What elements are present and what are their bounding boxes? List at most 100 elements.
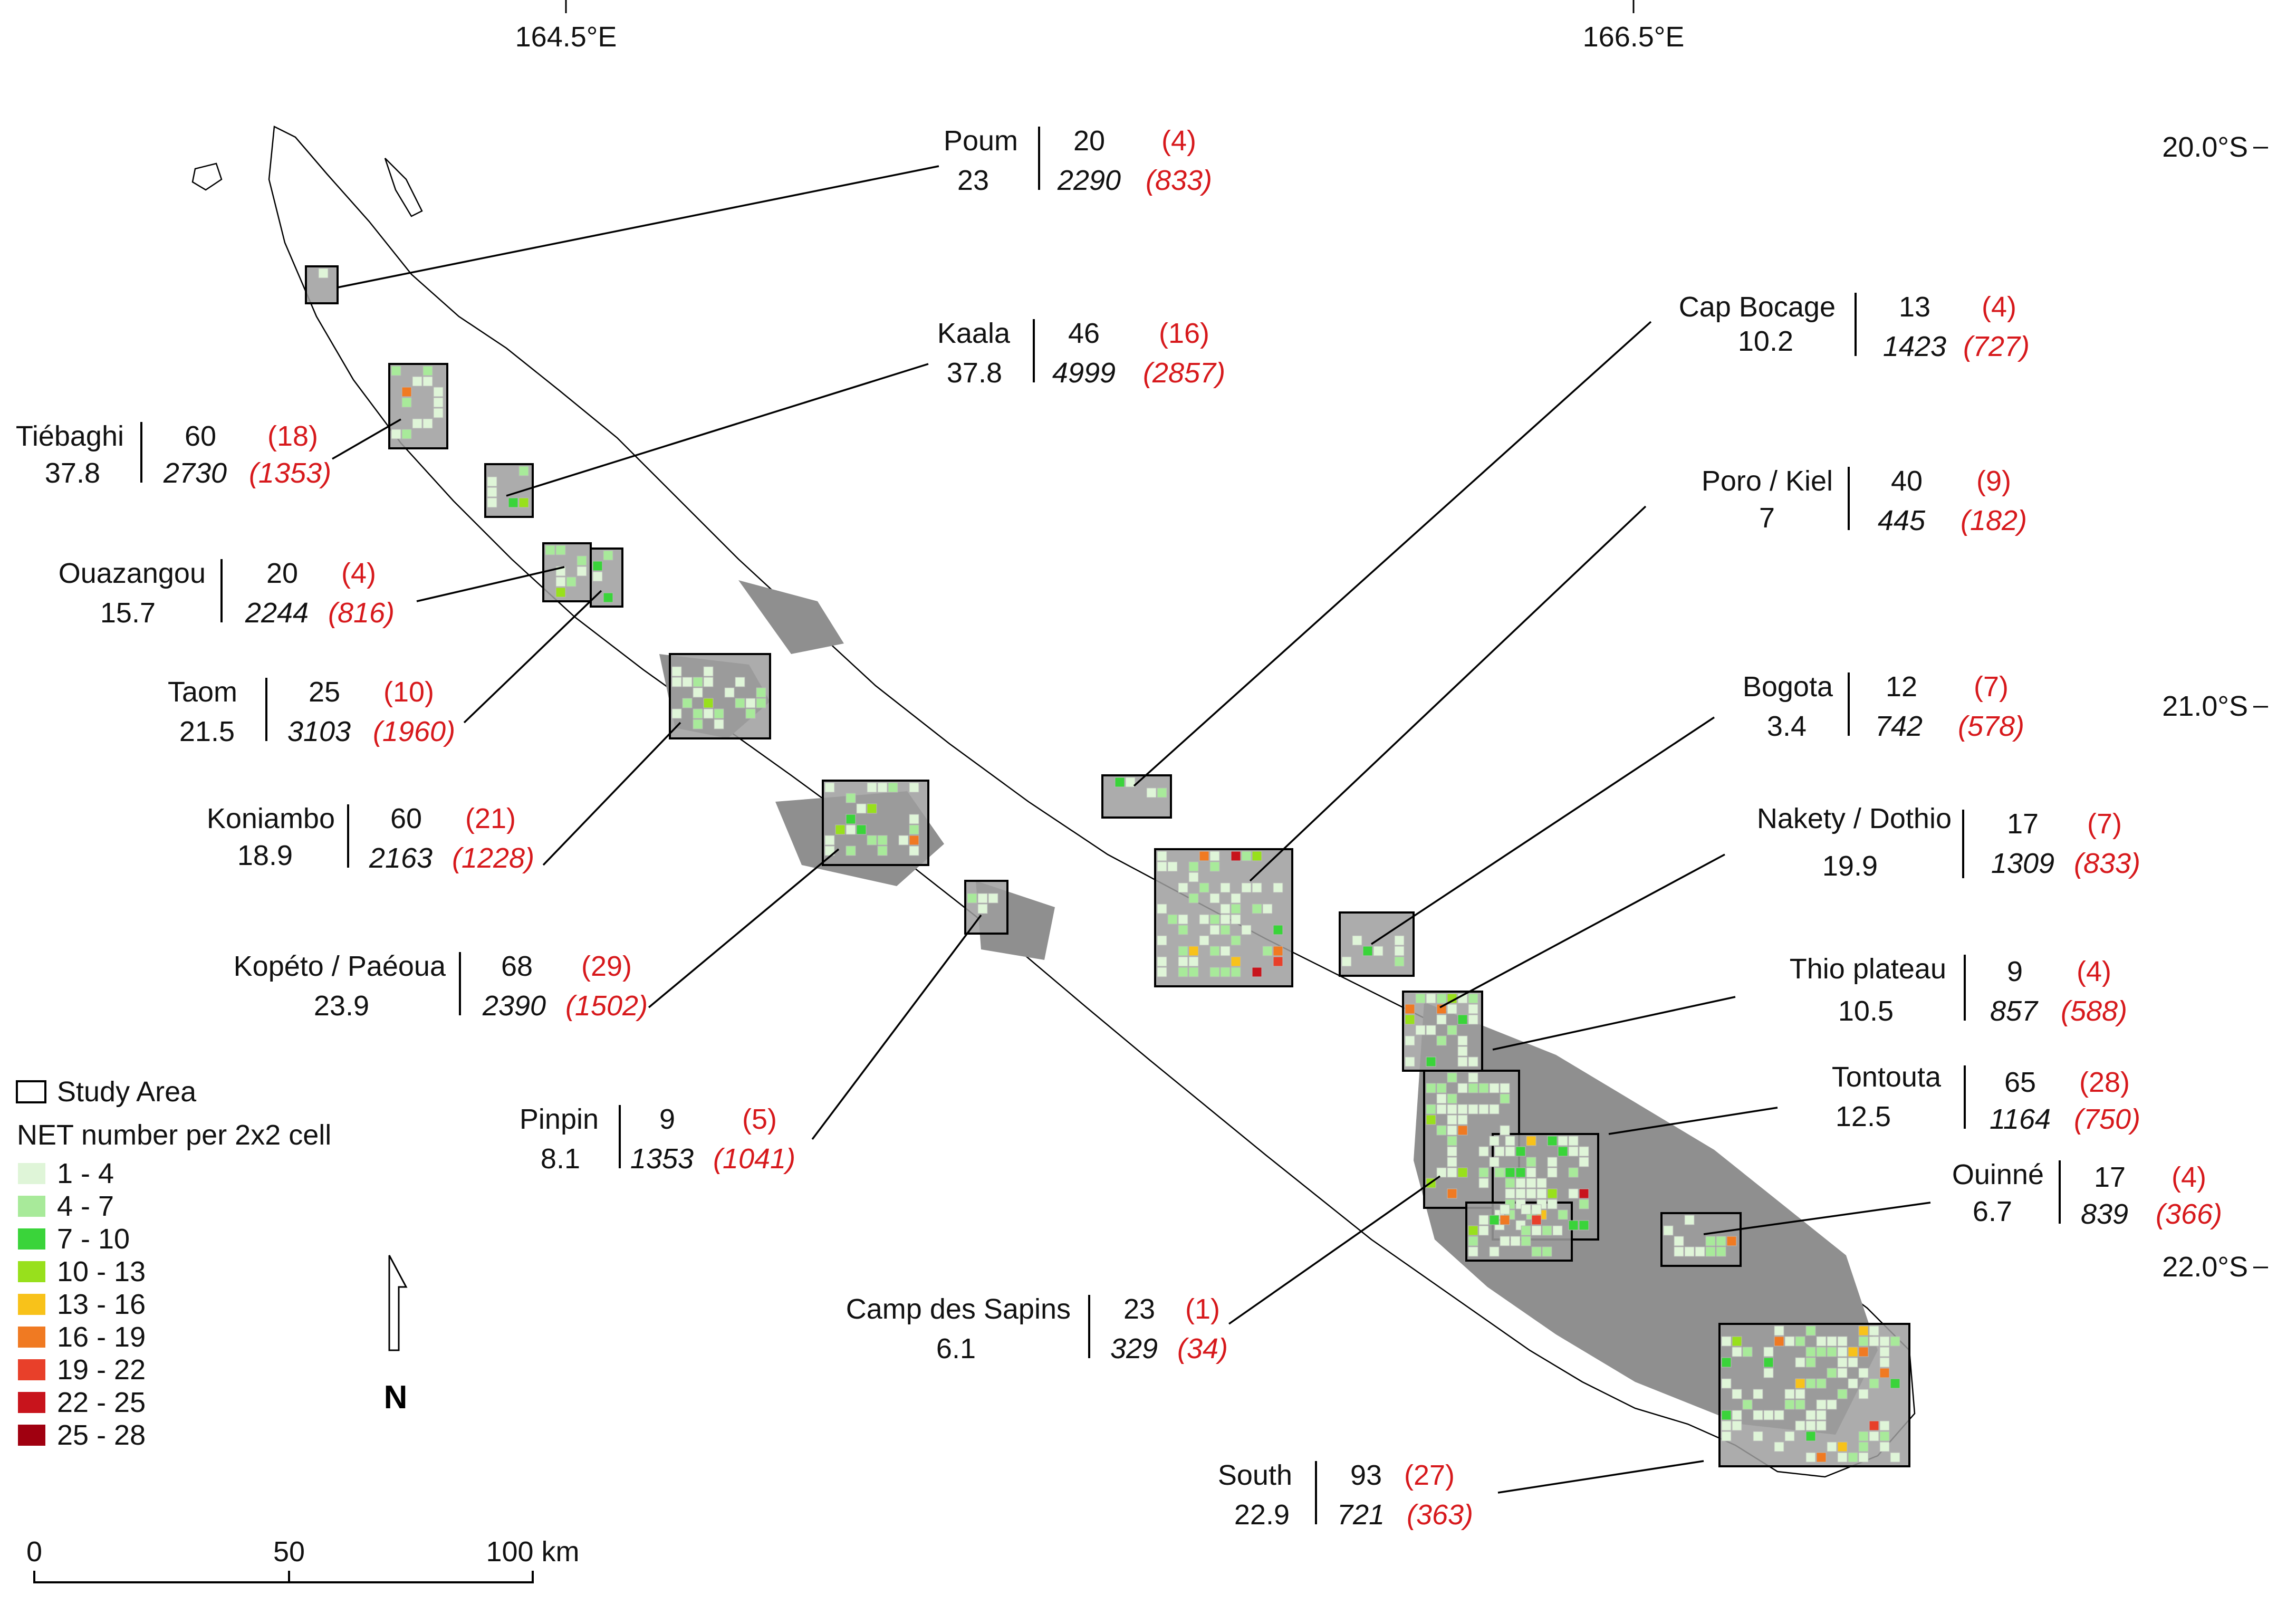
net-cell bbox=[422, 376, 433, 387]
net-cell bbox=[724, 687, 735, 698]
net-cell bbox=[1426, 993, 1436, 1004]
site-label-bogota: Bogota 3.4 12 (7) 742 (578) bbox=[1743, 671, 2024, 742]
leader-camp-des-sapins bbox=[1228, 1175, 1441, 1325]
net-cell bbox=[1816, 1347, 1827, 1357]
net-cell bbox=[1547, 1167, 1558, 1178]
net-cell bbox=[1505, 1136, 1515, 1146]
net-cell bbox=[1209, 851, 1220, 861]
net-cell bbox=[1457, 1035, 1468, 1046]
net-cell bbox=[1547, 1157, 1558, 1167]
net-cell bbox=[1721, 1420, 1732, 1431]
site-cells: 4999 bbox=[1052, 357, 1116, 389]
lat-label-21: 21.0°S bbox=[2162, 690, 2248, 722]
net-cell bbox=[1178, 946, 1188, 956]
net-cell bbox=[1220, 967, 1231, 977]
net-cell bbox=[1478, 1215, 1489, 1225]
net-cell bbox=[1763, 1410, 1774, 1420]
net-cell bbox=[977, 893, 988, 904]
net-cell bbox=[1795, 1420, 1805, 1431]
net-cell bbox=[1468, 1236, 1478, 1246]
site-value: 18.9 bbox=[237, 840, 293, 871]
net-cell bbox=[1753, 1431, 1763, 1442]
net-cell bbox=[1436, 1083, 1447, 1093]
net-cell bbox=[1115, 777, 1125, 787]
net-cell bbox=[745, 708, 756, 719]
net-cell bbox=[1188, 956, 1199, 967]
net-cell bbox=[1500, 1125, 1510, 1136]
net-cell bbox=[1178, 956, 1188, 967]
net-cell bbox=[1209, 893, 1220, 904]
net-cell bbox=[1521, 1204, 1531, 1215]
net-cell bbox=[1394, 935, 1405, 946]
legend-swatch bbox=[18, 1425, 45, 1446]
net-cell bbox=[693, 708, 703, 719]
legend-swatch bbox=[18, 1327, 45, 1348]
site-name: Thio plateau bbox=[1790, 953, 1946, 985]
site-cells-red: (727) bbox=[1963, 331, 2030, 362]
net-cell bbox=[1837, 1368, 1848, 1378]
net-cell bbox=[846, 793, 856, 803]
site-cells-red: (182) bbox=[1961, 505, 2027, 536]
lon-label-164-5: 164.5°E bbox=[515, 21, 617, 53]
net-cell bbox=[909, 824, 919, 835]
scale-label-50: 50 bbox=[273, 1536, 305, 1568]
leader-nakety bbox=[1439, 853, 1725, 1008]
site-value: 37.8 bbox=[45, 457, 100, 489]
net-cell bbox=[1869, 1431, 1879, 1442]
net-cell bbox=[592, 561, 603, 571]
net-cell bbox=[1774, 1442, 1784, 1452]
net-cell bbox=[1252, 882, 1262, 893]
leader-poro-kiel bbox=[1249, 505, 1647, 882]
site-net-count: 12 bbox=[1886, 671, 1917, 703]
net-cell bbox=[1447, 1157, 1457, 1167]
net-cell bbox=[1805, 1357, 1816, 1368]
net-cell bbox=[1468, 1104, 1478, 1114]
net-cell bbox=[1742, 1347, 1753, 1357]
net-cell bbox=[1178, 882, 1188, 893]
net-cell bbox=[1436, 1104, 1447, 1114]
net-cell bbox=[1436, 1167, 1447, 1178]
net-cell bbox=[1515, 1146, 1526, 1157]
net-cell bbox=[1526, 1178, 1536, 1188]
net-cell bbox=[1478, 1225, 1489, 1236]
net-cell bbox=[1763, 1347, 1774, 1357]
site-cells-red: (1960) bbox=[373, 716, 455, 747]
site-net-count-red: (7) bbox=[1974, 671, 2009, 703]
site-label-kopeto: Kopéto / Paéoua 23.9 68 (29) 2390 (1502) bbox=[234, 950, 648, 1022]
legend-class-label: 7 - 10 bbox=[57, 1223, 130, 1255]
net-cell bbox=[1879, 1431, 1890, 1442]
site-net-count-red: (16) bbox=[1159, 318, 1209, 349]
net-cell bbox=[401, 429, 412, 439]
legend-swatch bbox=[18, 1392, 45, 1413]
net-cell bbox=[1500, 1093, 1510, 1104]
net-cell bbox=[1879, 1442, 1890, 1452]
net-cell bbox=[1837, 1347, 1848, 1357]
site-cells-red: (816) bbox=[328, 597, 395, 629]
net-cell bbox=[1805, 1325, 1816, 1336]
net-cell bbox=[577, 555, 587, 566]
net-cell bbox=[1405, 1004, 1415, 1014]
net-cell bbox=[1816, 1420, 1827, 1431]
site-cells: 3103 bbox=[287, 716, 351, 747]
net-cell bbox=[1568, 1136, 1579, 1146]
net-cell bbox=[1447, 1167, 1457, 1178]
site-label-camp-des-sapins: Camp des Sapins 6.1 23 (1) 329 (34) bbox=[846, 1293, 1228, 1364]
net-cell bbox=[714, 719, 724, 729]
site-net-count: 17 bbox=[2007, 808, 2039, 840]
net-cell bbox=[1784, 1389, 1795, 1399]
legend-title: NET number per 2x2 cell bbox=[17, 1119, 331, 1151]
net-cell bbox=[1157, 787, 1167, 798]
net-cell bbox=[1837, 1442, 1848, 1452]
net-cell bbox=[1763, 1357, 1774, 1368]
net-cell bbox=[1805, 1420, 1816, 1431]
net-cell bbox=[1858, 1325, 1869, 1336]
net-cell bbox=[1489, 1136, 1500, 1146]
leader-kaala bbox=[506, 363, 929, 497]
site-label-ouinne: Ouinné 6.7 17 (4) 839 (366) bbox=[1952, 1159, 2222, 1230]
net-cell bbox=[1478, 1146, 1489, 1157]
net-cell bbox=[1869, 1336, 1879, 1347]
site-name: Kopéto / Paéoua bbox=[234, 950, 446, 982]
net-cell bbox=[1858, 1368, 1869, 1378]
legend-class-label: 10 - 13 bbox=[57, 1256, 146, 1287]
